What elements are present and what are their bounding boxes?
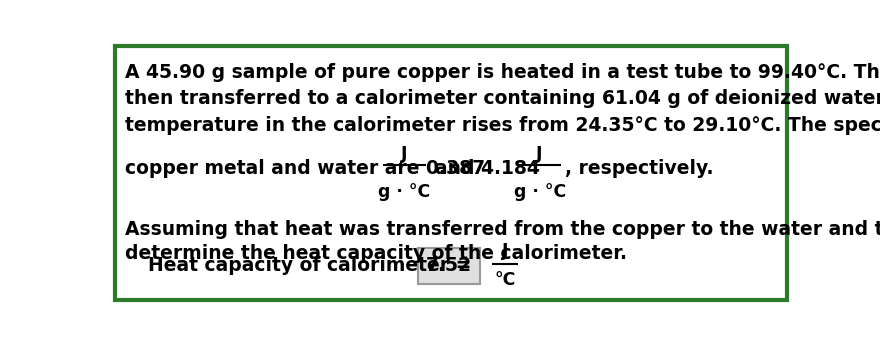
Text: determine the heat capacity of the calorimeter.: determine the heat capacity of the calor… [125,244,627,263]
Text: Heat capacity of calorimeter =: Heat capacity of calorimeter = [148,256,471,275]
Text: copper metal and water are 0.387: copper metal and water are 0.387 [125,158,485,177]
Text: g · °C: g · °C [378,183,430,201]
Text: and 4.184: and 4.184 [435,158,539,177]
Text: , respectively.: , respectively. [565,158,714,177]
Text: J: J [537,145,543,163]
Text: J: J [502,242,508,260]
Text: g · °C: g · °C [514,183,566,201]
Text: then transferred to a calorimeter containing 61.04 g of deionized water. The wat: then transferred to a calorimeter contai… [125,90,880,109]
Text: temperature in the calorimeter rises from 24.35°C to 29.10°C. The specific heat : temperature in the calorimeter rises fro… [125,116,880,135]
Text: J: J [401,145,407,163]
Text: 7.52: 7.52 [426,256,472,275]
Text: °C: °C [495,271,516,289]
Text: A 45.90 g sample of pure copper is heated in a test tube to 99.40°C. The copper : A 45.90 g sample of pure copper is heate… [125,63,880,82]
FancyBboxPatch shape [418,248,480,284]
Text: Assuming that heat was transferred from the copper to the water and the calorime: Assuming that heat was transferred from … [125,220,880,239]
FancyBboxPatch shape [115,46,787,300]
